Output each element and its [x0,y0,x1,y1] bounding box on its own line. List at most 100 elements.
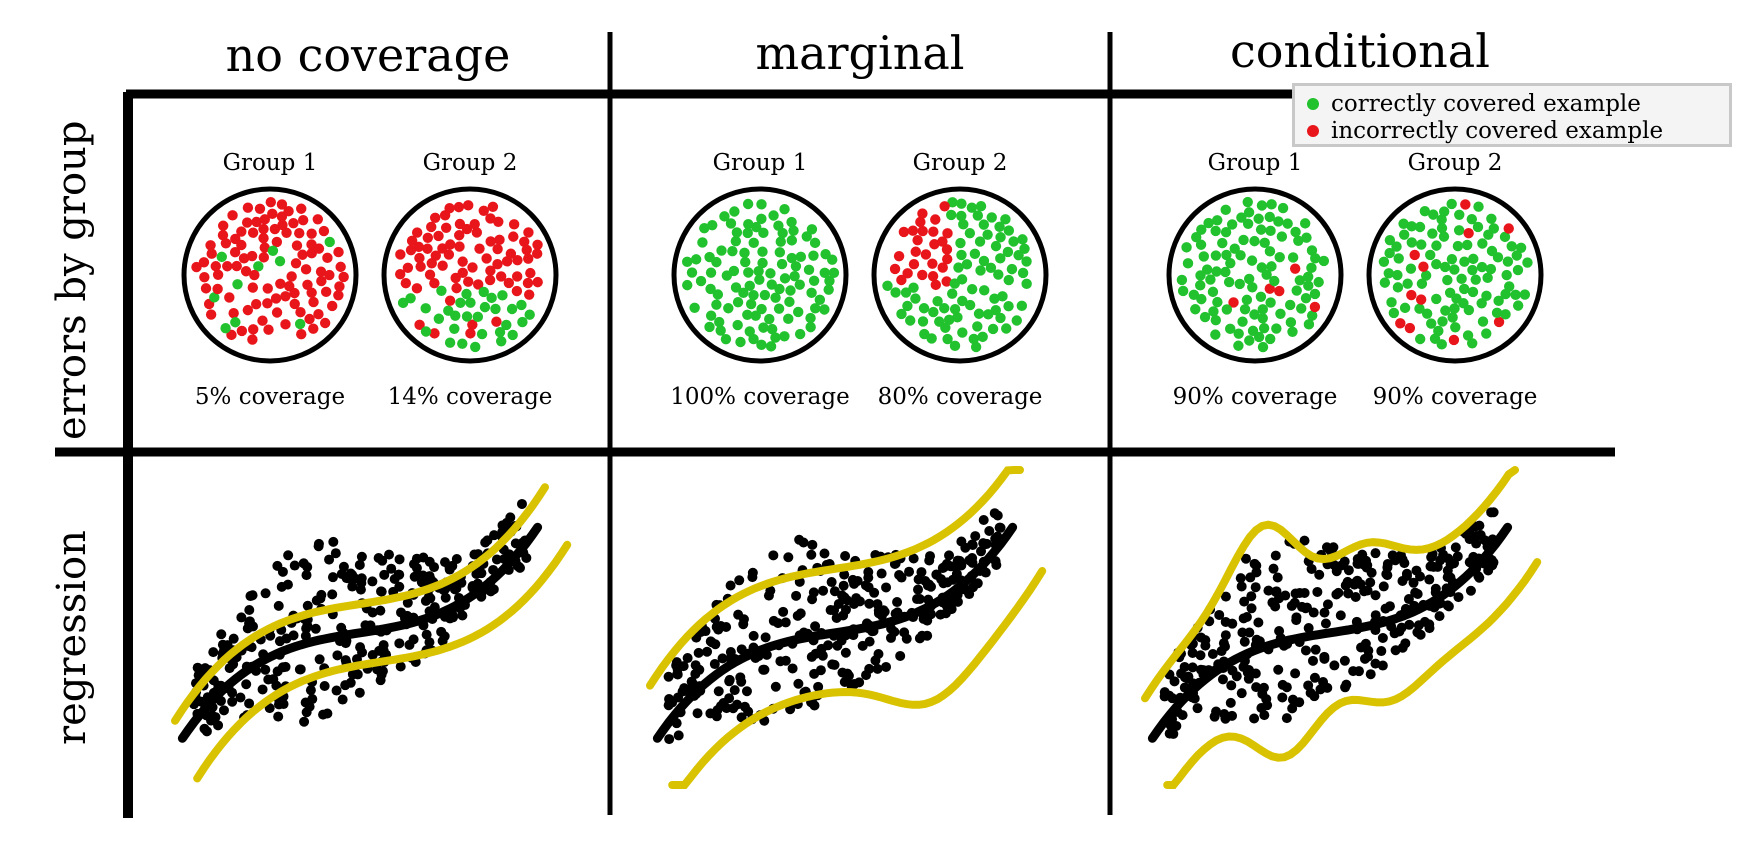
example-dot [1277,202,1289,214]
data-point [819,548,830,559]
example-dot [1450,322,1461,333]
example-dot [779,273,791,284]
example-dot [902,300,913,312]
example-dot [908,282,919,293]
example-dot [1481,328,1492,339]
data-point [1370,590,1381,601]
example-dot [957,295,968,307]
example-dot [1290,226,1301,238]
example-dot [1239,304,1251,315]
example-dot [1259,237,1270,249]
example-dot [259,214,270,225]
data-point [1239,636,1250,647]
example-dot [946,209,957,221]
example-dot [508,219,520,230]
regression-panel [646,466,1047,789]
data-point [489,530,500,541]
example-dot [1404,322,1416,334]
data-point [1486,507,1497,518]
data-point [1179,661,1190,672]
example-dot [1003,300,1014,312]
example-dot [947,288,958,299]
data-point [1408,577,1419,588]
example-dot [1393,253,1404,264]
data-point [1424,574,1435,585]
example-dot [1419,205,1431,217]
example-dot [1201,264,1213,275]
example-dot [506,303,518,315]
example-dot [258,233,269,244]
example-dot [1181,242,1192,253]
example-dot [1383,268,1394,279]
data-point [736,712,747,723]
example-dot [969,248,981,260]
example-dot [1265,225,1276,237]
example-dot [794,279,805,290]
data-point [1246,603,1257,614]
example-dot [240,266,252,277]
example-dot [1235,250,1246,261]
example-dot [1378,256,1390,268]
data-point [1235,573,1246,584]
example-dot [806,287,817,299]
example-dot [803,264,815,276]
example-dot [819,267,830,278]
example-dot [729,206,740,217]
data-point [935,609,946,620]
data-point [1225,697,1236,708]
data-point [806,549,817,560]
example-dot [754,274,765,285]
example-dot [1379,277,1391,288]
data-point [1450,542,1461,553]
example-dot [805,321,816,333]
example-dot [242,202,254,213]
example-dot [937,236,948,247]
example-dot [1449,303,1460,314]
example-dot [1467,264,1478,276]
data-point [894,569,905,580]
data-point [1329,660,1340,671]
example-dot [765,268,776,279]
example-dot [308,296,319,308]
data-point [357,647,368,658]
example-dot [893,251,905,262]
data-point [992,510,1003,521]
data-point [273,711,284,722]
example-dot [1439,206,1450,217]
data-point [1219,709,1230,720]
example-dot [1472,221,1484,233]
data-point [732,699,743,710]
data-point [1237,627,1248,638]
example-dot [779,204,790,215]
example-dot [1491,307,1503,319]
example-dot [982,229,993,240]
example-dot [732,296,744,308]
example-dot [759,289,771,301]
example-dot [1460,199,1471,210]
example-dot [470,341,481,353]
example-dot [1284,299,1296,311]
example-dot [1481,290,1492,302]
data-point [1227,710,1238,721]
data-point [690,668,701,679]
example-dot [333,290,344,301]
example-dot [1006,263,1018,275]
example-dot [961,259,973,270]
example-dot [1002,246,1014,258]
example-dot [212,269,224,280]
data-point [1241,612,1252,623]
example-dot [1306,310,1318,321]
example-dot [1420,270,1432,281]
example-dot [697,237,708,248]
example-dot [732,319,743,331]
example-dot [972,321,983,332]
example-dot [249,269,260,281]
data-point [791,590,802,601]
example-dot [968,333,979,345]
example-dot [1021,256,1032,267]
example-dot [263,324,274,335]
example-dot [1257,341,1269,353]
example-dot [801,231,812,242]
example-dot [1442,274,1453,286]
example-dot [1459,283,1470,295]
